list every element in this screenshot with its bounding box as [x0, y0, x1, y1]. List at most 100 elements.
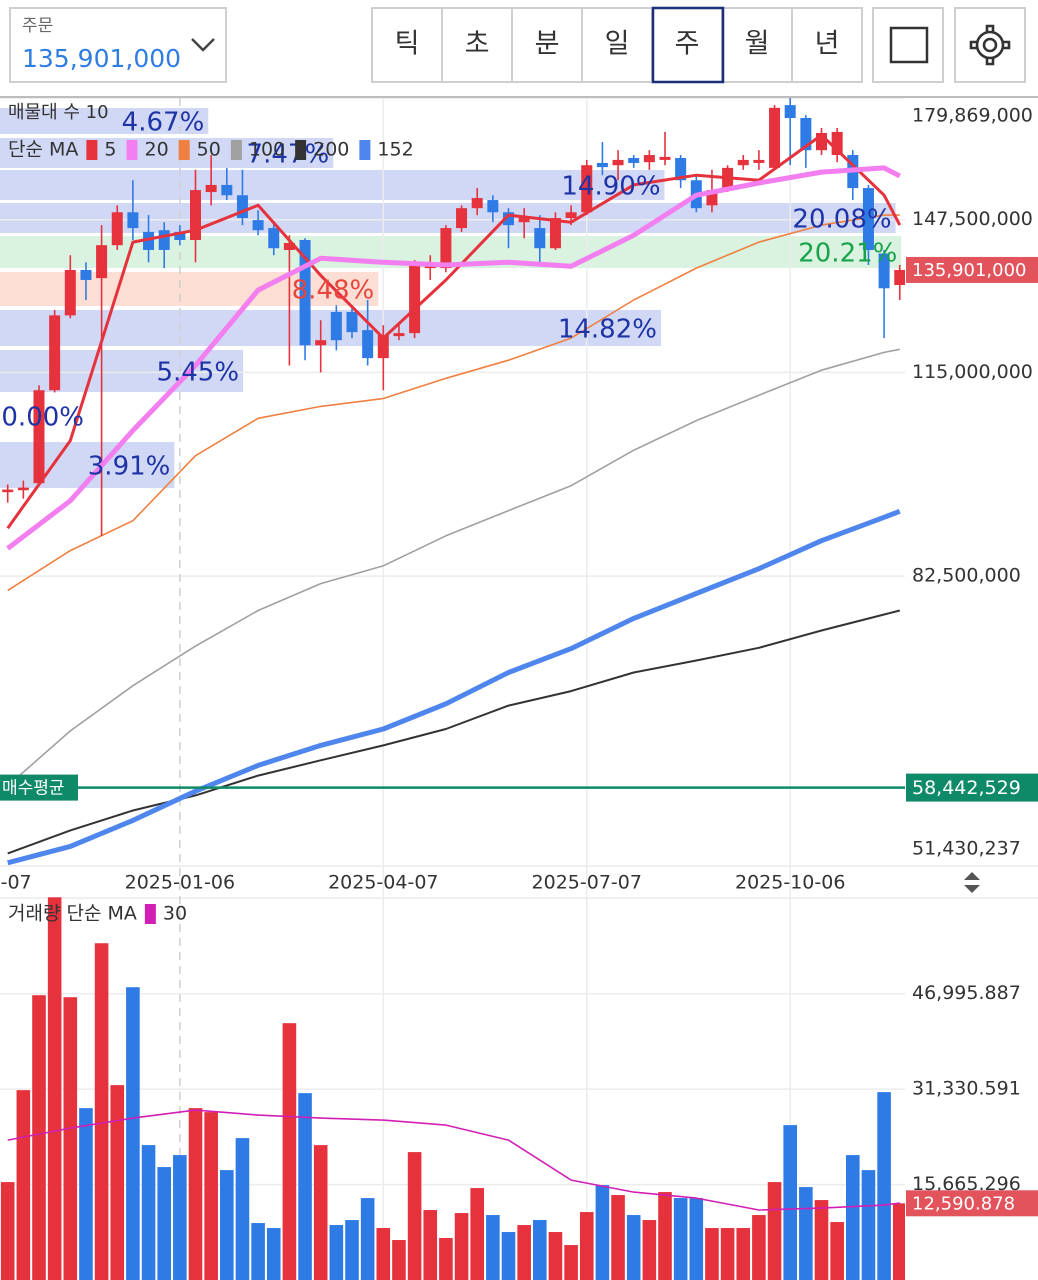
timeframe-button[interactable] — [441, 7, 513, 83]
volume-bar — [126, 987, 140, 1280]
volume-bar — [204, 1112, 218, 1280]
average-buy-price-tag — [906, 773, 1038, 802]
candle-body — [862, 188, 874, 250]
volume-bar — [470, 1188, 484, 1280]
candle-body — [158, 230, 170, 250]
ma-line — [7, 609, 901, 855]
legend-label: 152 — [377, 139, 413, 161]
volume-profile-label: 8.48% — [292, 276, 375, 306]
volume-bar — [0, 1182, 15, 1280]
volume-ma-line — [7, 1109, 900, 1211]
volume-bar — [188, 1108, 203, 1280]
average-buy-price: 58,442,529 — [912, 777, 1021, 799]
candle-body — [675, 158, 687, 181]
legend-label: 100 — [249, 139, 285, 161]
volume-bar — [63, 997, 78, 1280]
volume-bar — [329, 1225, 344, 1280]
volume-bar — [877, 1092, 891, 1280]
candle-body — [236, 195, 248, 219]
candle-body — [581, 165, 593, 213]
volume-bar — [533, 1220, 547, 1280]
volume-profile-band — [0, 272, 379, 306]
candle-body — [64, 269, 76, 316]
volume-bar — [110, 1085, 125, 1280]
timeframe-label[interactable]: 년 — [815, 29, 840, 60]
volume-bar — [658, 1192, 672, 1280]
timeframe-label[interactable]: 틱 — [395, 29, 420, 60]
volume-bar — [486, 1215, 500, 1280]
candle-body — [17, 487, 29, 491]
x-tick-label: 2025-01-06 — [125, 872, 235, 894]
candle-body — [2, 489, 14, 493]
x-tick-label: 2025-10-06 — [735, 872, 845, 894]
volume-bar — [595, 1185, 610, 1280]
volume-bar — [673, 1198, 688, 1280]
candle-body — [252, 220, 264, 231]
candle-body — [518, 218, 530, 223]
volume-bar — [705, 1228, 719, 1280]
candle-body — [831, 131, 843, 156]
candle-body — [596, 162, 608, 168]
candle-body — [205, 184, 217, 193]
volume-bar — [235, 1138, 250, 1280]
timeframe-button[interactable] — [791, 7, 863, 83]
volume-bar — [548, 1232, 563, 1280]
candle-body — [377, 335, 389, 359]
current-price-label: 135,901,000 — [912, 260, 1027, 281]
volume-bar — [689, 1198, 704, 1280]
timeframe-label[interactable]: 주 — [675, 29, 700, 60]
candle-body — [534, 228, 546, 249]
timeframe-label[interactable]: 월 — [745, 29, 770, 60]
legend-label: 50 — [197, 139, 221, 161]
candle-body — [33, 390, 45, 484]
volume-bar — [892, 1203, 905, 1280]
dropdown-chevron[interactable] — [191, 38, 215, 52]
candle-body — [706, 190, 718, 206]
y-tick-label: 179,869,000 — [912, 105, 1033, 127]
volume-bar — [313, 1145, 328, 1280]
volume-bar — [266, 1228, 281, 1280]
candle-body — [784, 105, 796, 118]
layout-button[interactable] — [872, 7, 944, 83]
candle-body — [393, 333, 405, 337]
plot-area — [0, 98, 905, 1280]
candle-body — [894, 269, 905, 286]
volume-bar — [157, 1167, 171, 1280]
volume-bar — [626, 1215, 641, 1280]
candle-body — [330, 311, 342, 341]
candle-body — [143, 231, 155, 250]
volume-bar — [720, 1228, 735, 1280]
volume-profile-label: 20.08% — [792, 205, 891, 235]
legend-label: 30 — [163, 903, 187, 925]
candle-body — [190, 190, 201, 240]
order-box[interactable] — [9, 7, 227, 83]
volume-bar — [814, 1200, 829, 1280]
volume-bar — [423, 1210, 438, 1280]
volume-bar — [407, 1152, 422, 1280]
volume-profile-band — [0, 138, 334, 168]
ma-legend-title: 단순 MA — [8, 139, 78, 161]
legend-swatch — [126, 140, 138, 160]
settings-button[interactable] — [954, 7, 1026, 83]
candle-body — [487, 200, 499, 213]
ma-line — [6, 133, 902, 530]
y-tick-label: 31,330.591 — [912, 1078, 1021, 1100]
timeframe-label[interactable]: 일 — [605, 29, 630, 60]
timeframe-button[interactable] — [371, 7, 443, 83]
ma-line — [6, 165, 901, 551]
legend-label: 200 — [313, 139, 349, 161]
candle-body — [299, 239, 311, 346]
timeframe-label[interactable]: 초 — [465, 29, 490, 60]
average-buy-name: 매수평균 — [2, 779, 65, 799]
volume-bar — [345, 1220, 359, 1280]
volume-profile-band — [0, 108, 209, 134]
resize-handle[interactable] — [964, 872, 980, 893]
volume-bar — [736, 1228, 751, 1280]
candle-body — [127, 212, 139, 229]
timeframe-selected[interactable] — [651, 6, 725, 84]
square-icon — [889, 26, 929, 64]
timeframe-label[interactable]: 분 — [535, 29, 560, 60]
gear-icon — [969, 24, 1011, 66]
